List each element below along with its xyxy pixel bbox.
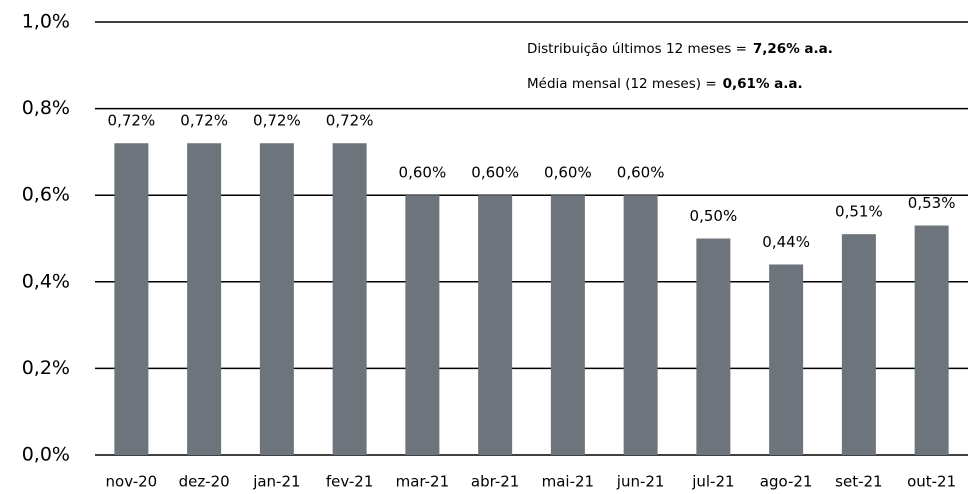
- value-label: 0,50%: [690, 207, 738, 225]
- value-label: 0,51%: [835, 203, 883, 221]
- y-tick-label: 0,2%: [22, 357, 70, 379]
- value-label: 0,53%: [908, 194, 956, 212]
- y-tick-label: 0,8%: [22, 97, 70, 119]
- annotation: Média mensal (12 meses) = 0,61% a.a.: [527, 76, 803, 92]
- bar: [696, 238, 731, 455]
- x-tick-label: nov-20: [106, 473, 158, 491]
- bar: [114, 143, 149, 456]
- bar: [841, 234, 876, 455]
- bar: [332, 143, 367, 456]
- value-label: 0,60%: [471, 164, 519, 182]
- value-label: 0,72%: [326, 112, 374, 130]
- y-tick-label: 0,6%: [22, 184, 70, 206]
- bar: [769, 264, 804, 455]
- bar: [187, 143, 222, 456]
- bar: [550, 195, 585, 455]
- annotation-value: 7,26% a.a.: [753, 41, 833, 57]
- bar: [259, 143, 294, 456]
- x-tick-label: jul-21: [691, 473, 734, 491]
- bar: [405, 195, 440, 455]
- x-tick-label: out-21: [907, 473, 956, 491]
- value-label: 0,72%: [253, 112, 301, 130]
- bar: [914, 225, 949, 455]
- y-tick-label: 1,0%: [22, 11, 70, 33]
- x-tick-label: mar-21: [396, 473, 450, 491]
- value-label: 0,60%: [617, 164, 665, 182]
- value-label: 0,60%: [399, 164, 447, 182]
- y-tick-label: 0,4%: [22, 270, 70, 292]
- x-tick-label: ago-21: [760, 473, 813, 491]
- annotation-text: Distribuição últimos 12 meses =: [527, 41, 747, 57]
- annotation-value: 0,61% a.a.: [723, 76, 803, 92]
- x-tick-label: set-21: [835, 473, 882, 491]
- value-label: 0,60%: [544, 164, 592, 182]
- annotation: Distribuição últimos 12 meses = 7,26% a.a…: [527, 41, 833, 57]
- x-tick-label: dez-20: [179, 473, 230, 491]
- x-tick-label: jun-21: [616, 473, 665, 491]
- x-tick-label: jan-21: [252, 473, 300, 491]
- value-label: 0,72%: [108, 112, 156, 130]
- x-tick-label: abr-21: [471, 473, 519, 491]
- bar: [623, 195, 658, 455]
- annotation-text: Média mensal (12 meses) =: [527, 76, 717, 92]
- value-label: 0,72%: [180, 112, 228, 130]
- x-tick-label: mai-21: [542, 473, 594, 491]
- x-tick-label: fev-21: [326, 473, 373, 491]
- y-tick-label: 0,0%: [22, 444, 70, 466]
- bar: [478, 195, 513, 455]
- value-label: 0,44%: [762, 233, 810, 251]
